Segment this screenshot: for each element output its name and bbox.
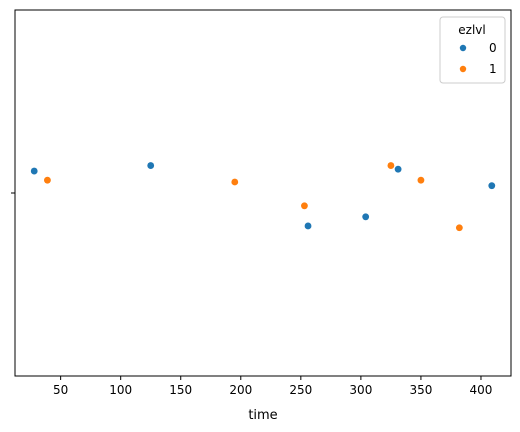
x-axis: 50 100 150 200 250 300 350 400 <box>53 376 492 397</box>
x-tick-label-350: 350 <box>409 383 432 397</box>
point-series-0-3 <box>362 213 370 221</box>
x-tick-label-300: 300 <box>349 383 372 397</box>
legend-label-1: 1 <box>489 62 497 76</box>
point-series-1-3 <box>387 162 395 169</box>
point-series-0-2 <box>304 222 312 230</box>
x-tick-label-400: 400 <box>470 383 493 397</box>
point-series-1-5 <box>455 224 463 232</box>
legend: ezlvl 0 1 <box>439 16 506 84</box>
legend-label-0: 0 <box>489 41 497 55</box>
plot-area <box>14 9 512 377</box>
x-axis-label: time <box>248 408 277 423</box>
x-tick-label-200: 200 <box>229 383 252 397</box>
legend-marker-1 <box>459 65 467 73</box>
legend-title: ezlvl <box>458 23 485 37</box>
point-series-1-4 <box>417 176 425 184</box>
x-tick-label-50: 50 <box>53 383 68 397</box>
point-series-1-1 <box>231 178 239 186</box>
legend-marker-0 <box>459 44 467 52</box>
point-series-0-1 <box>147 162 155 169</box>
point-series-0-0 <box>30 167 38 175</box>
x-tick-label-150: 150 <box>169 383 192 397</box>
x-tick-label-100: 100 <box>109 383 132 397</box>
x-tick-label-250: 250 <box>289 383 312 397</box>
point-series-0-5 <box>488 182 496 190</box>
point-series-0-4 <box>394 165 402 173</box>
legend-frame <box>439 16 506 84</box>
point-series-1-2 <box>301 202 308 210</box>
point-series-1-0 <box>44 176 51 184</box>
data-points <box>30 162 496 232</box>
